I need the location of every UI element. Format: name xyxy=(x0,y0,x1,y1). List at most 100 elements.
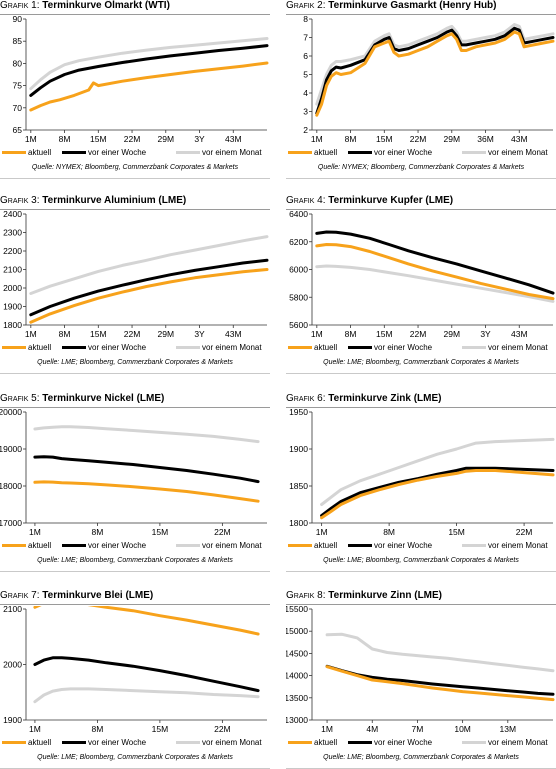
y-tick-label: 5 xyxy=(303,70,308,80)
chart-number: Grafik 6: xyxy=(286,393,326,404)
legend-item-monat: vor einem Monat xyxy=(462,541,548,550)
x-tick-label: 15M xyxy=(152,724,169,734)
legend-label: aktuell xyxy=(28,148,52,157)
legend-swatch xyxy=(348,741,372,745)
x-tick-label: 1M xyxy=(25,329,37,339)
line-chart: 1900 2000 2100 1M 8M 15M 22M xyxy=(3,606,267,734)
legend-swatch xyxy=(62,346,86,350)
legend-item-monat: vor einem Monat xyxy=(176,148,262,157)
legend-item-woche: vor einer Woche xyxy=(62,148,146,157)
chart-title: Grafik 8: Terminkurve Zinn (LME) xyxy=(286,590,556,604)
y-tick-label: 1900 xyxy=(3,715,22,725)
legend-swatch xyxy=(62,151,86,155)
x-tick-label: 1M xyxy=(311,134,323,144)
source-rule xyxy=(0,373,270,374)
series-line-woche xyxy=(320,466,555,518)
y-tick-label: 90 xyxy=(13,16,23,24)
title-rule xyxy=(286,209,556,210)
line-chart: 13000 13500 14000 14500 15000 15500 1M 4M 7M 10M 1… xyxy=(286,606,555,734)
chart-number: Grafik 7: xyxy=(0,590,40,601)
legend-swatch xyxy=(62,741,86,745)
chart-legend: aktuell vor einer Woche vor einem Monat xyxy=(286,148,556,160)
y-tick-label: 1850 xyxy=(289,481,308,491)
chart-source: Quelle: LME; Bloomberg, Commerzbank Corp… xyxy=(37,557,233,564)
y-tick-label: 15500 xyxy=(286,606,308,614)
chart-name: Terminkurve Kupfer (LME) xyxy=(328,195,454,206)
x-tick-label: 3Y xyxy=(194,134,205,144)
legend-swatch xyxy=(176,346,200,350)
legend-item-aktuell: aktuell xyxy=(2,541,51,550)
chart-name: Terminkurve Ölmarkt (WTI) xyxy=(42,0,170,11)
chart-name: Terminkurve Zinn (LME) xyxy=(328,590,443,601)
y-tick-label: 14500 xyxy=(286,648,308,658)
x-tick-label: 43M xyxy=(225,134,242,144)
chart-title: Grafik 2: Terminkurve Gasmarkt (Henry Hu… xyxy=(286,0,556,14)
y-tick-label: 13000 xyxy=(286,715,308,725)
legend-label: aktuell xyxy=(314,541,338,550)
y-tick-label: 1900 xyxy=(289,444,308,454)
legend-swatch xyxy=(176,151,200,155)
legend-label: aktuell xyxy=(28,541,52,550)
legend-swatch xyxy=(462,151,486,155)
chart-number: Grafik 8: xyxy=(286,590,326,601)
chart-source: Quelle: NYMEX; Bloomberg, Commerzbank Co… xyxy=(31,164,239,171)
legend-item-monat: vor einem Monat xyxy=(462,738,548,747)
legend-item-monat: vor einem Monat xyxy=(176,541,262,550)
chart-title: Grafik 1: Terminkurve Ölmarkt (WTI) xyxy=(0,0,270,14)
legend-swatch xyxy=(288,741,312,745)
legend-label: aktuell xyxy=(28,343,52,352)
x-tick-label: 8M xyxy=(92,527,104,537)
series-line-monat xyxy=(320,437,555,506)
x-tick-label: 8M xyxy=(59,134,71,144)
y-tick-label: 8 xyxy=(303,16,308,24)
x-tick-label: 1M xyxy=(311,329,323,339)
chart-source: Quelle: LME; Bloomberg, Commerzbank Corp… xyxy=(323,754,519,761)
x-tick-label: 29M xyxy=(158,134,175,144)
legend-label: vor einem Monat xyxy=(488,738,548,747)
y-tick-label: 7 xyxy=(303,33,308,43)
legend-swatch xyxy=(2,346,26,350)
legend-swatch xyxy=(348,151,372,155)
line-chart: 5600 5800 6000 6200 6400 1M 8M 15M 22M 29M 3Y 43M xyxy=(289,211,555,339)
chart-number: Grafik 3: xyxy=(0,195,40,206)
series-line-monat xyxy=(315,264,555,303)
x-tick-label: 8M xyxy=(383,527,395,537)
y-tick-label: 2 xyxy=(303,125,308,135)
title-rule xyxy=(286,604,556,605)
title-rule xyxy=(286,14,556,15)
series-line-monat xyxy=(29,235,269,295)
chart-legend: aktuell vor einer Woche vor einem Monat xyxy=(0,541,270,553)
legend-label: vor einem Monat xyxy=(488,148,548,157)
chart-number: Grafik 4: xyxy=(286,195,326,206)
y-tick-label: 2000 xyxy=(3,660,22,670)
legend-item-woche: vor einer Woche xyxy=(348,738,432,747)
legend-label: vor einer Woche xyxy=(88,148,147,157)
chart-legend: aktuell vor einer Woche vor einem Monat xyxy=(286,343,556,355)
legend-item-woche: vor einer Woche xyxy=(348,541,432,550)
x-tick-label: 22M xyxy=(214,724,231,734)
legend-item-aktuell: aktuell xyxy=(288,541,337,550)
series-line-aktuell xyxy=(29,61,269,112)
x-tick-label: 15M xyxy=(448,527,465,537)
legend-label: vor einer Woche xyxy=(88,738,147,747)
series-line-woche xyxy=(29,258,269,317)
chart-name: Terminkurve Gasmarkt (Henry Hub) xyxy=(328,0,497,11)
x-tick-label: 3Y xyxy=(194,329,205,339)
y-tick-label: 2000 xyxy=(3,283,22,293)
legend-label: aktuell xyxy=(314,738,338,747)
legend-swatch xyxy=(288,346,312,350)
series-line-aktuell xyxy=(315,30,555,117)
x-tick-label: 10M xyxy=(454,724,471,734)
legend-swatch xyxy=(288,151,312,155)
x-tick-label: 22M xyxy=(516,527,533,537)
series-line-monat xyxy=(33,687,260,704)
series-line-aktuell xyxy=(325,665,555,702)
y-tick-label: 20000 xyxy=(0,409,22,417)
legend-label: vor einem Monat xyxy=(202,148,262,157)
chart-source: Quelle: LME; Bloomberg, Commerzbank Corp… xyxy=(323,359,519,366)
x-tick-label: 22M xyxy=(410,329,427,339)
legend-item-woche: vor einer Woche xyxy=(62,738,146,747)
legend-swatch xyxy=(176,544,200,548)
x-tick-label: 8M xyxy=(59,329,71,339)
x-tick-label: 1M xyxy=(321,724,333,734)
